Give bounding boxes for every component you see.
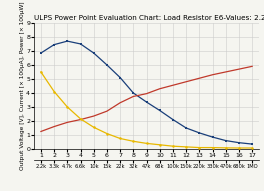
Y-axis label: Output Voltage [V], Current [× 100µA], Power [× 100µW]: Output Voltage [V], Current [× 100µA], P… — [20, 2, 25, 170]
Text: ULPS Power Point Evaluation Chart: Load Resistor E6-Values: 2.2k..1MOhm: ULPS Power Point Evaluation Chart: Load … — [34, 15, 264, 21]
